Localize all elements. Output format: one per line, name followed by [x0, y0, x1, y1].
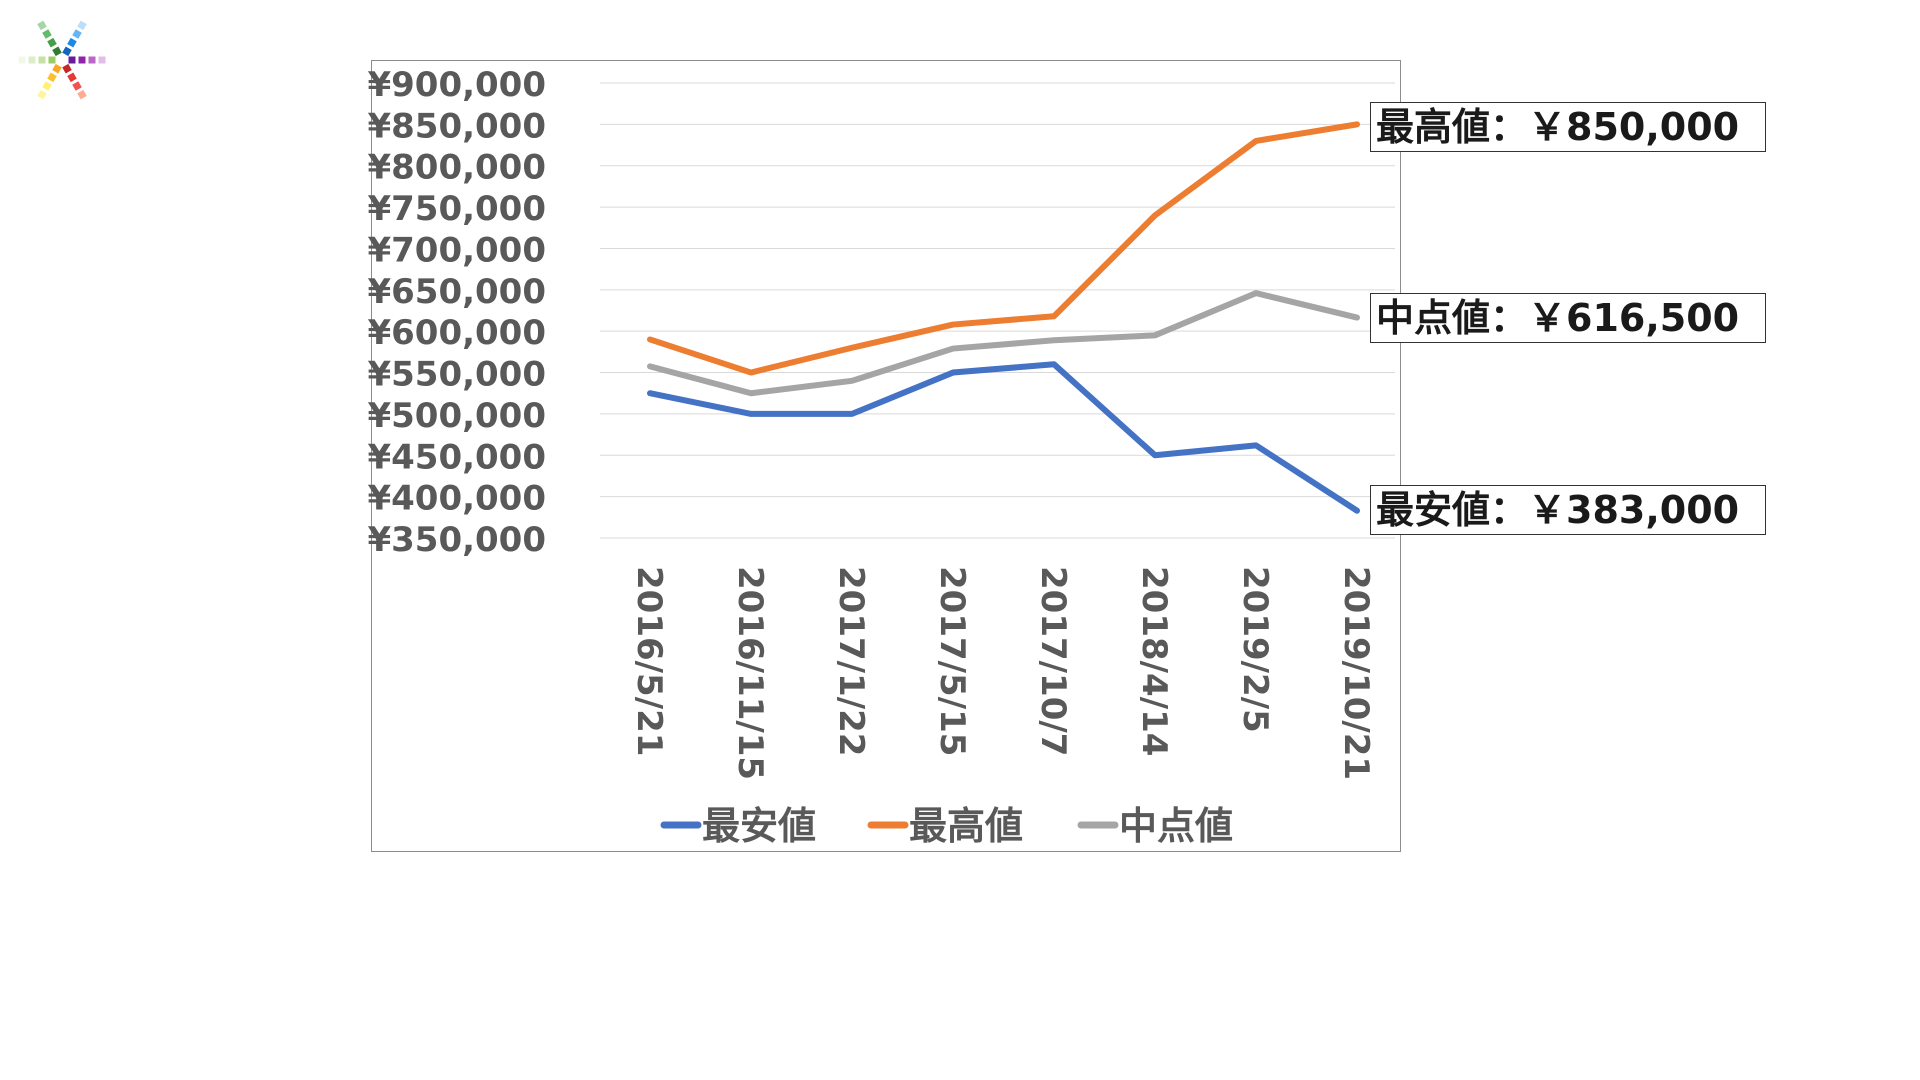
legend: 最安値 最高値 中点値 — [660, 804, 1233, 848]
y-axis-tick-labels: ¥350,000¥400,000¥450,000¥500,000¥550,000… — [367, 65, 546, 560]
series-line — [647, 121, 1360, 376]
logo-square — [68, 56, 76, 64]
logo-square — [52, 63, 62, 74]
logo-square — [38, 56, 46, 64]
logo-square — [67, 37, 77, 48]
y-tick-label: ¥750,000 — [367, 189, 546, 229]
y-tick-label: ¥350,000 — [367, 520, 546, 560]
logo-square — [77, 89, 87, 100]
x-tick-label: 2019/10/21 — [1336, 566, 1376, 780]
logo-square — [62, 63, 72, 74]
x-tick-label: 2017/1/22 — [831, 566, 871, 756]
x-tick-label: 2017/10/7 — [1033, 566, 1073, 756]
logo-square — [72, 81, 82, 91]
y-tick-label: ¥900,000 — [367, 65, 546, 105]
legend-label: 最高値 — [909, 804, 1023, 848]
legend-label: 最安値 — [702, 804, 816, 848]
logo-square — [37, 20, 47, 31]
logo-square — [48, 56, 56, 64]
x-tick-label: 2019/2/5 — [1235, 566, 1275, 733]
logo-square — [98, 56, 106, 64]
series-line — [647, 361, 1360, 514]
logo-icon — [18, 20, 106, 100]
logo-square — [72, 29, 82, 39]
logo-square — [42, 81, 52, 91]
y-tick-label: ¥700,000 — [367, 230, 546, 270]
logo-square — [52, 46, 62, 57]
logo-square — [67, 72, 77, 83]
callout-low-value: 最安値：￥383,000 — [1370, 485, 1766, 535]
y-tick-label: ¥600,000 — [367, 313, 546, 353]
logo-square — [18, 56, 26, 64]
logo-square — [37, 89, 47, 100]
logo-square — [78, 56, 86, 64]
x-axis-tick-labels: 2016/5/21 2016/11/15 2017/1/22 2017/5/15 201… — [629, 566, 1376, 780]
callout-high-value: 最高値：￥850,000 — [1370, 102, 1766, 152]
logo-square — [88, 56, 96, 64]
y-tick-label: ¥800,000 — [367, 148, 546, 188]
y-tick-label: ¥650,000 — [367, 272, 546, 312]
series-lines — [647, 121, 1360, 514]
logo-square — [47, 37, 57, 48]
logo-square — [28, 56, 36, 64]
gridlines — [600, 82, 1395, 539]
x-tick-label: 2018/4/14 — [1134, 566, 1174, 756]
x-tick-label: 2017/5/15 — [932, 566, 972, 756]
chart-area — [371, 60, 1401, 852]
callout-mid-value: 中点値：￥616,500 — [1370, 293, 1766, 343]
y-tick-label: ¥550,000 — [367, 355, 546, 395]
logo-square — [77, 20, 87, 31]
logo-square — [42, 29, 52, 39]
y-tick-label: ¥400,000 — [367, 479, 546, 519]
y-tick-label: ¥850,000 — [367, 106, 546, 146]
y-tick-label: ¥500,000 — [367, 396, 546, 436]
x-tick-label: 2016/5/21 — [629, 566, 669, 756]
legend-label: 中点値 — [1119, 804, 1233, 848]
x-tick-label: 2016/11/15 — [730, 566, 770, 780]
y-tick-label: ¥450,000 — [367, 437, 546, 477]
series-line — [647, 290, 1360, 397]
logo-square — [62, 46, 72, 57]
logo-square — [47, 72, 57, 83]
